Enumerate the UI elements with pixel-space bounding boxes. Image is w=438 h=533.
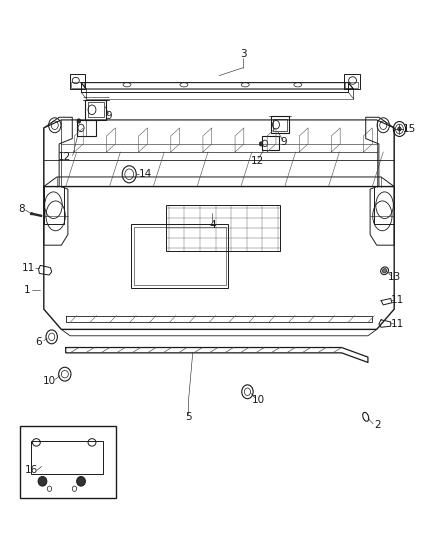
Bar	[88, 102, 104, 117]
Text: 14: 14	[139, 169, 152, 179]
Bar	[262, 136, 279, 150]
Text: 1: 1	[24, 286, 31, 295]
Text: 12: 12	[58, 152, 71, 162]
Ellipse shape	[38, 477, 47, 486]
Text: 11: 11	[22, 263, 35, 272]
Text: 10: 10	[252, 395, 265, 405]
Bar	[271, 116, 289, 133]
Ellipse shape	[77, 119, 81, 123]
Text: 9: 9	[280, 138, 287, 147]
Bar	[134, 227, 226, 285]
Text: 3: 3	[240, 50, 247, 59]
Text: 11: 11	[391, 295, 404, 304]
Ellipse shape	[77, 477, 85, 486]
Text: 4: 4	[209, 220, 216, 230]
Bar	[77, 120, 96, 136]
Bar	[85, 100, 106, 120]
Text: 10: 10	[42, 376, 56, 386]
Bar	[131, 224, 228, 288]
Text: 11: 11	[391, 319, 404, 329]
Bar	[31, 441, 103, 474]
Ellipse shape	[398, 127, 401, 131]
Text: 12: 12	[251, 156, 264, 166]
Text: 15: 15	[403, 124, 416, 134]
Text: 16: 16	[25, 465, 38, 475]
Text: 13: 13	[388, 272, 401, 282]
Bar	[20, 426, 116, 498]
Text: 5: 5	[185, 412, 192, 422]
Bar	[71, 82, 84, 88]
Ellipse shape	[30, 213, 33, 215]
Text: 6: 6	[35, 337, 42, 347]
Text: 9: 9	[105, 111, 112, 121]
Ellipse shape	[259, 142, 263, 146]
Bar	[344, 74, 360, 89]
Bar	[166, 205, 280, 251]
Bar	[70, 74, 85, 89]
Text: 8: 8	[18, 204, 25, 214]
Text: 2: 2	[374, 421, 381, 430]
Bar	[345, 82, 358, 88]
Bar	[273, 119, 287, 131]
Ellipse shape	[382, 269, 387, 273]
